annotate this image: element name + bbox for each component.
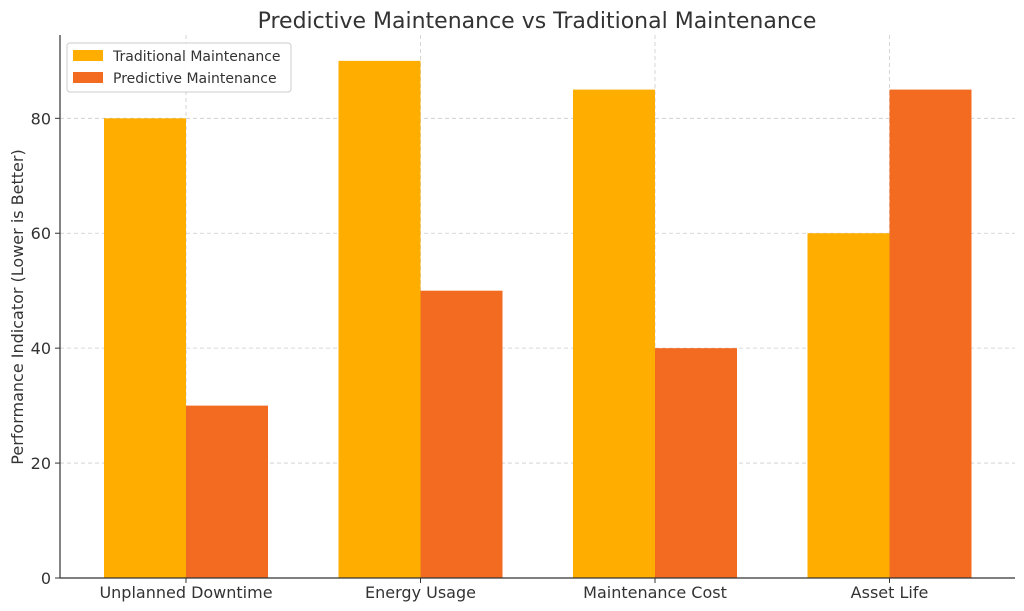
- y-tick-label: 60: [31, 224, 51, 243]
- legend: Traditional Maintenance Predictive Mainte…: [66, 42, 292, 93]
- legend-box: [66, 42, 292, 93]
- legend-label: Traditional Maintenance: [112, 49, 281, 65]
- legend-swatch: [73, 72, 103, 83]
- y-tick-label: 20: [31, 454, 51, 473]
- y-tick-label: 0: [41, 569, 51, 588]
- bar-traditional-1: [338, 60, 421, 579]
- bar-predictive-0: [186, 405, 268, 578]
- y-tick-label: 40: [31, 339, 51, 358]
- bar-predictive-1: [420, 290, 503, 578]
- x-tick-label: Maintenance Cost: [583, 583, 727, 602]
- bar-traditional-3: [807, 233, 890, 578]
- axes: [59, 35, 1015, 579]
- x-tick-label: Energy Usage: [365, 583, 476, 602]
- y-axis-label: Performance Indicator (Lower is Better): [8, 149, 27, 464]
- chart-title: Predictive Maintenance vs Traditional Ma…: [258, 9, 817, 34]
- bar-traditional-0: [104, 118, 186, 579]
- x-tick-label: Unplanned Downtime: [99, 583, 272, 602]
- tick-labels: 0 20 40 60 80 Unplanned Downtime Energy Usage M…: [31, 109, 929, 602]
- y-tick-label: 80: [31, 109, 51, 128]
- legend-label: Predictive Maintenance: [113, 71, 277, 87]
- x-tick-label: Asset Life: [851, 583, 929, 602]
- grid-lines: [60, 35, 1015, 578]
- legend-swatch: [73, 50, 103, 61]
- bars: [104, 60, 972, 579]
- bar-predictive-2: [655, 348, 737, 578]
- bar-traditional-2: [573, 89, 655, 578]
- bar-predictive-3: [889, 89, 972, 578]
